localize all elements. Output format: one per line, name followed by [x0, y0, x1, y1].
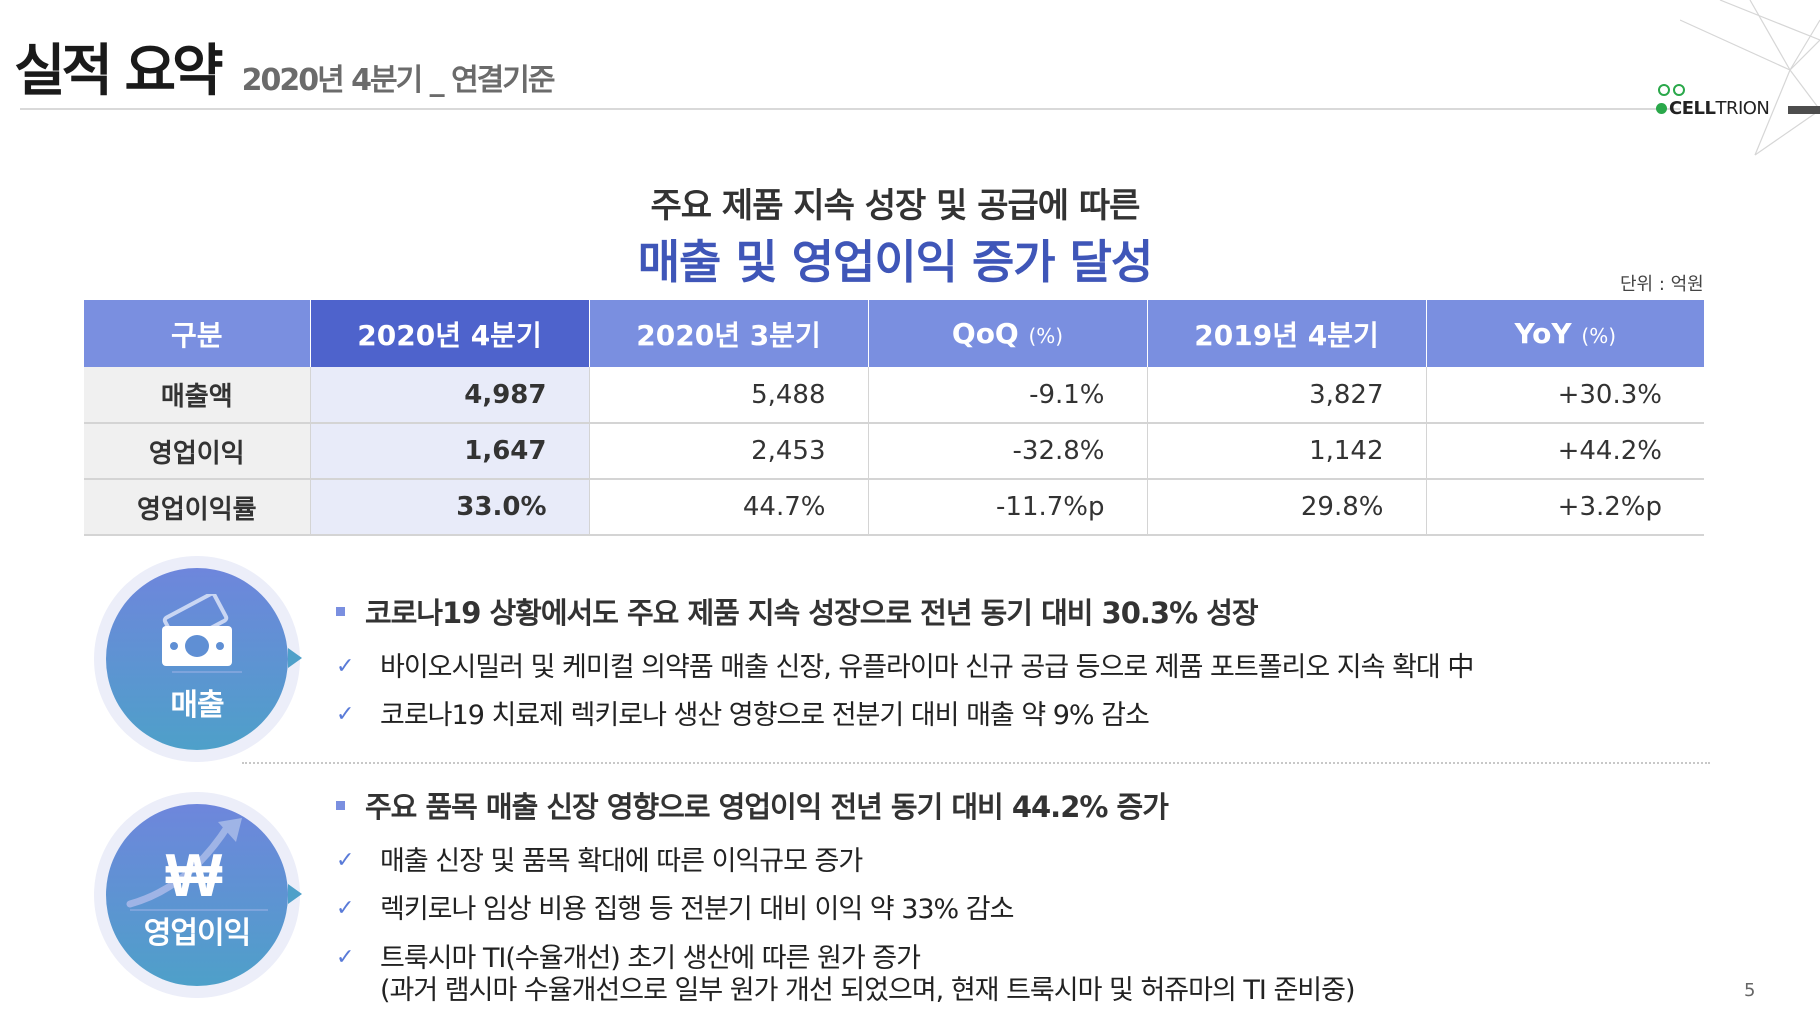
- table-cell: +3.2%p: [1426, 479, 1704, 536]
- operating-profit-bullet: ✓ 렉키로나 임상 비용 집행 등 전분기 대비 이익 약 33% 감소: [336, 894, 1014, 926]
- logo-dots-icon: [1658, 84, 1685, 96]
- sales-headline: 코로나19 상황에서도 주요 제품 지속 성장으로 전년 동기 대비 30.3%…: [336, 590, 1473, 632]
- check-icon: ✓: [336, 654, 354, 679]
- page-header: 실적 요약 2020년 4분기 _ 연결기준: [14, 26, 556, 107]
- operating-profit-badge: ₩ 영업이익: [94, 792, 302, 998]
- section-divider: [242, 762, 1710, 764]
- row-header: 영업이익: [84, 423, 311, 480]
- sales-bullet: ✓ 코로나19 치료제 렉키로나 생산 영향으로 전분기 대비 매출 약 9% …: [336, 700, 1150, 732]
- table-row: 매출액 4,987 5,488 -9.1% 3,827 +30.3%: [84, 367, 1704, 424]
- table-row: 영업이익 1,647 2,453 -32.8% 1,142 +44.2%: [84, 423, 1704, 480]
- table-cell: 3,827: [1147, 367, 1427, 424]
- sales-bullet: ✓ 바이오시밀러 및 케미컬 의약품 매출 신장, 유플라이마 신규 공급 등으…: [336, 652, 1474, 683]
- column-header: 2020년 4분기: [310, 300, 590, 367]
- column-header: 2019년 4분기: [1147, 300, 1427, 367]
- operating-profit-section: 주요 품목 매출 신장 영향으로 영업이익 전년 동기 대비 44.2% 증가 …: [336, 784, 1355, 1008]
- operating-profit-note: (과거 램시마 수율개선으로 일부 원가 개선 되었으며, 현재 트룩시마 및 …: [380, 975, 1355, 1007]
- table-row: 영업이익률 33.0% 44.7% -11.7%p 29.8% +3.2%p: [84, 479, 1704, 536]
- unit-label: 단위 : 억원: [1620, 274, 1704, 295]
- bullet-square-icon: [336, 606, 345, 616]
- bullet-square-icon: [336, 800, 345, 810]
- summary-table: 구분 2020년 4분기 2020년 3분기 QoQ (%) 2019년 4분기…: [84, 300, 1704, 536]
- logo-bar: [1788, 106, 1820, 114]
- table-cell: 1,647: [310, 423, 590, 480]
- table-cell: +44.2%: [1426, 423, 1704, 480]
- logo-light: TRION: [1715, 98, 1770, 119]
- column-header: QoQ (%): [868, 300, 1148, 367]
- table-cell: 2,453: [589, 423, 869, 480]
- logo-wordmark: CELLTRION: [1656, 98, 1770, 119]
- table-cell: 29.8%: [1147, 479, 1427, 536]
- page-title: 실적 요약: [14, 39, 224, 104]
- check-icon: ✓: [336, 896, 354, 922]
- sales-badge: 매출: [94, 556, 302, 762]
- headline-line1: 주요 제품 지속 성장 및 공급에 따른: [650, 186, 1141, 226]
- table-cell: -11.7%p: [868, 479, 1148, 536]
- operating-profit-badge-label: 영업이익: [143, 916, 251, 951]
- sales-badge-label: 매출: [170, 688, 224, 723]
- table-cell: -9.1%: [868, 367, 1148, 424]
- operating-profit-bullet: ✓ 트룩시마 TI(수율개선) 초기 생산에 따른 원가 증가 (과거 램시마 …: [336, 942, 1355, 1007]
- table-cell: 5,488: [589, 367, 869, 424]
- logo-bold: CELL: [1669, 98, 1716, 119]
- table-cell: 4,987: [310, 367, 590, 424]
- page-number: 5: [1744, 980, 1756, 1001]
- check-icon: ✓: [336, 848, 354, 873]
- operating-profit-headline: 주요 품목 매출 신장 영향으로 영업이익 전년 동기 대비 44.2% 증가: [336, 784, 1355, 826]
- check-icon: ✓: [336, 944, 354, 970]
- table-cell: -32.8%: [868, 423, 1148, 480]
- network-decoration-icon: [1680, 0, 1820, 156]
- celltrion-logo: CELLTRION: [1656, 84, 1820, 124]
- money-bill-icon: [162, 594, 242, 673]
- headline-line2: 매출 및 영업이익 증가 달성: [637, 235, 1154, 289]
- table-cell: +30.3%: [1426, 367, 1704, 424]
- table-cell: 33.0%: [310, 479, 590, 536]
- column-header: 2020년 3분기: [589, 300, 869, 367]
- header-divider: [20, 108, 1680, 110]
- check-icon: ✓: [336, 702, 354, 728]
- operating-profit-bullet: ✓ 매출 신장 및 품목 확대에 따른 이익규모 증가: [336, 846, 863, 877]
- table-header-row: 구분 2020년 4분기 2020년 3분기 QoQ (%) 2019년 4분기…: [84, 300, 1704, 367]
- page-subtitle: 2020년 4분기 _ 연결기준: [241, 63, 556, 98]
- column-header: YoY (%): [1426, 300, 1704, 367]
- won-growth-icon: ₩: [126, 818, 268, 911]
- table-cell: 1,142: [1147, 423, 1427, 480]
- row-header: 영업이익률: [84, 479, 311, 536]
- sales-section: 코로나19 상황에서도 주요 제품 지속 성장으로 전년 동기 대비 30.3%…: [336, 590, 1474, 733]
- table-cell: 44.7%: [589, 479, 869, 536]
- column-header: 구분: [84, 300, 311, 367]
- row-header: 매출액: [84, 367, 311, 424]
- svg-text:₩: ₩: [166, 842, 223, 909]
